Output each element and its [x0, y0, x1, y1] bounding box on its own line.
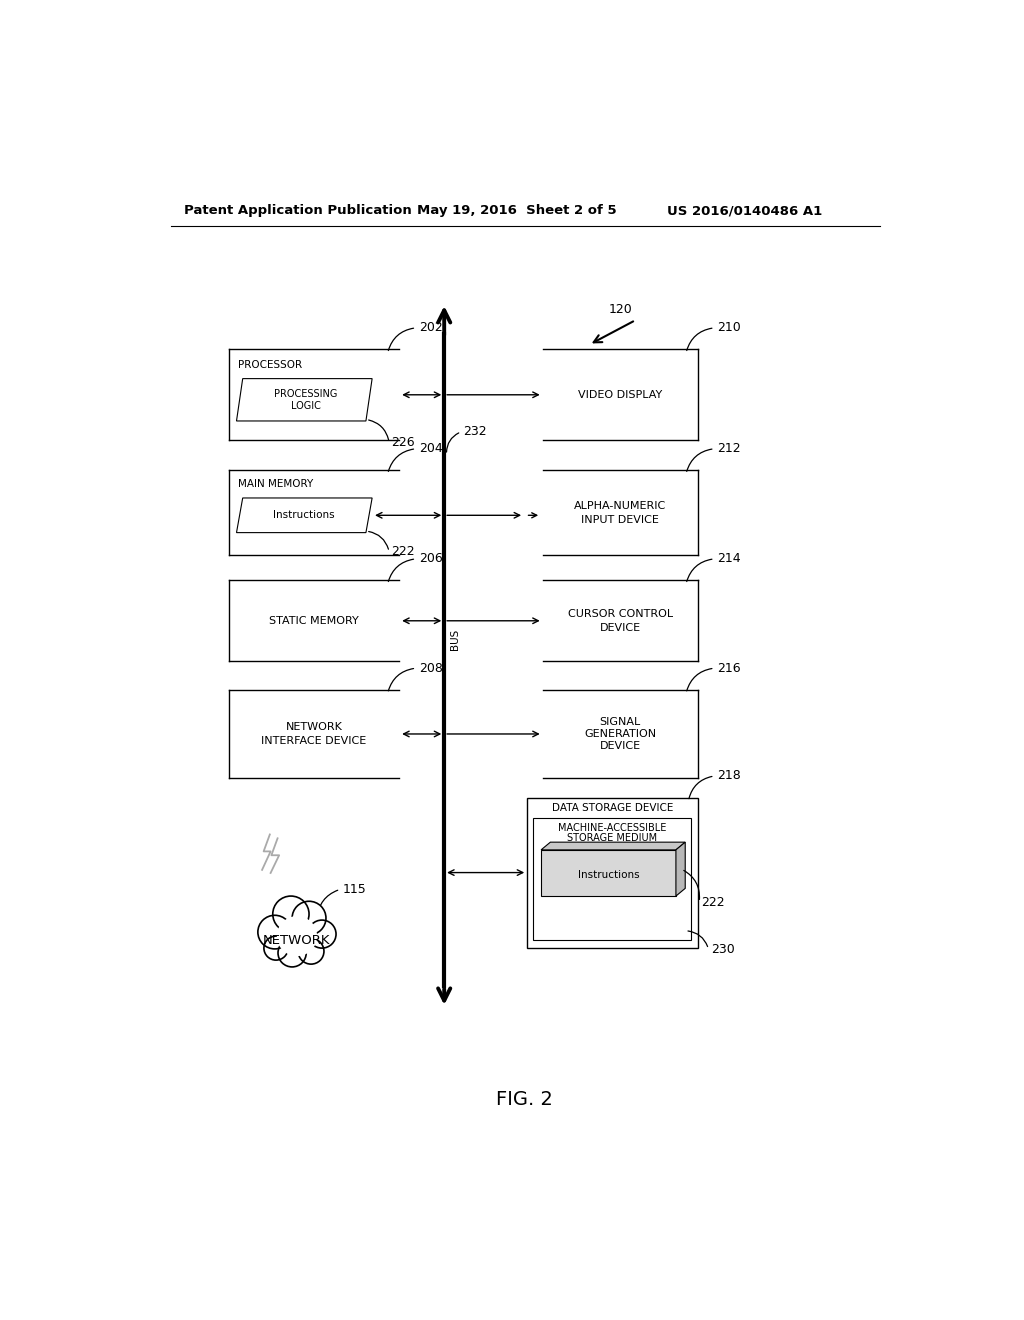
Text: 208: 208: [419, 661, 442, 675]
Text: 222: 222: [701, 896, 725, 908]
Text: DEVICE: DEVICE: [600, 623, 641, 632]
Circle shape: [272, 896, 309, 932]
Text: 222: 222: [391, 545, 415, 558]
Text: STATIC MEMORY: STATIC MEMORY: [269, 616, 358, 626]
Text: 206: 206: [419, 552, 442, 565]
Text: US 2016/0140486 A1: US 2016/0140486 A1: [667, 205, 822, 218]
Circle shape: [278, 939, 306, 968]
Polygon shape: [237, 498, 372, 533]
Bar: [534, 817, 691, 940]
Text: INTERFACE DEVICE: INTERFACE DEVICE: [261, 737, 367, 746]
Text: 230: 230: [711, 942, 734, 956]
Text: 218: 218: [717, 770, 740, 783]
Circle shape: [292, 902, 326, 935]
Circle shape: [264, 936, 288, 960]
Circle shape: [276, 916, 317, 956]
Text: 216: 216: [717, 661, 740, 675]
Polygon shape: [237, 379, 372, 421]
Polygon shape: [541, 842, 685, 850]
Text: NETWORK: NETWORK: [263, 935, 331, 948]
Text: 212: 212: [717, 442, 740, 455]
Text: Instructions: Instructions: [273, 511, 335, 520]
Circle shape: [258, 915, 292, 949]
Text: ALPHA-NUMERIC: ALPHA-NUMERIC: [574, 500, 667, 511]
Text: 214: 214: [717, 552, 740, 565]
Text: 210: 210: [717, 321, 740, 334]
Text: MACHINE-ACCESSIBLE: MACHINE-ACCESSIBLE: [558, 824, 667, 833]
Text: 232: 232: [464, 425, 487, 438]
Text: FIG. 2: FIG. 2: [497, 1090, 553, 1109]
Text: PROCESSOR: PROCESSOR: [238, 360, 302, 370]
Text: 202: 202: [419, 321, 442, 334]
Text: PROCESSING: PROCESSING: [274, 389, 338, 400]
Text: 120: 120: [608, 302, 632, 315]
Bar: [527, 797, 697, 948]
Circle shape: [298, 939, 324, 964]
Text: Patent Application Publication: Patent Application Publication: [183, 205, 412, 218]
Text: LOGIC: LOGIC: [291, 401, 321, 411]
Text: GENERATION: GENERATION: [584, 729, 656, 739]
Text: 226: 226: [391, 436, 415, 449]
Text: DEVICE: DEVICE: [600, 742, 641, 751]
Polygon shape: [676, 842, 685, 896]
Text: CURSOR CONTROL: CURSOR CONTROL: [567, 609, 673, 619]
Text: May 19, 2016  Sheet 2 of 5: May 19, 2016 Sheet 2 of 5: [417, 205, 616, 218]
Circle shape: [308, 920, 336, 948]
Text: SIGNAL: SIGNAL: [599, 717, 641, 726]
Text: Instructions: Instructions: [578, 870, 639, 879]
Text: STORAGE MEDIUM: STORAGE MEDIUM: [567, 833, 657, 843]
Text: 115: 115: [343, 883, 367, 896]
Text: MAIN MEMORY: MAIN MEMORY: [238, 479, 313, 490]
Text: BUS: BUS: [451, 630, 461, 651]
Text: 204: 204: [419, 442, 442, 455]
Text: VIDEO DISPLAY: VIDEO DISPLAY: [578, 389, 663, 400]
Text: DATA STORAGE DEVICE: DATA STORAGE DEVICE: [552, 804, 673, 813]
Text: INPUT DEVICE: INPUT DEVICE: [582, 515, 659, 524]
Bar: [541, 850, 676, 896]
Text: NETWORK: NETWORK: [286, 722, 342, 733]
